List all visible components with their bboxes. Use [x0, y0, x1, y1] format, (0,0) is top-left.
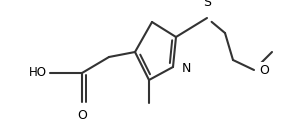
Text: N: N [182, 62, 191, 75]
Text: S: S [203, 0, 211, 9]
Text: HO: HO [29, 67, 47, 79]
Text: O: O [77, 109, 87, 122]
Text: O: O [259, 63, 269, 76]
